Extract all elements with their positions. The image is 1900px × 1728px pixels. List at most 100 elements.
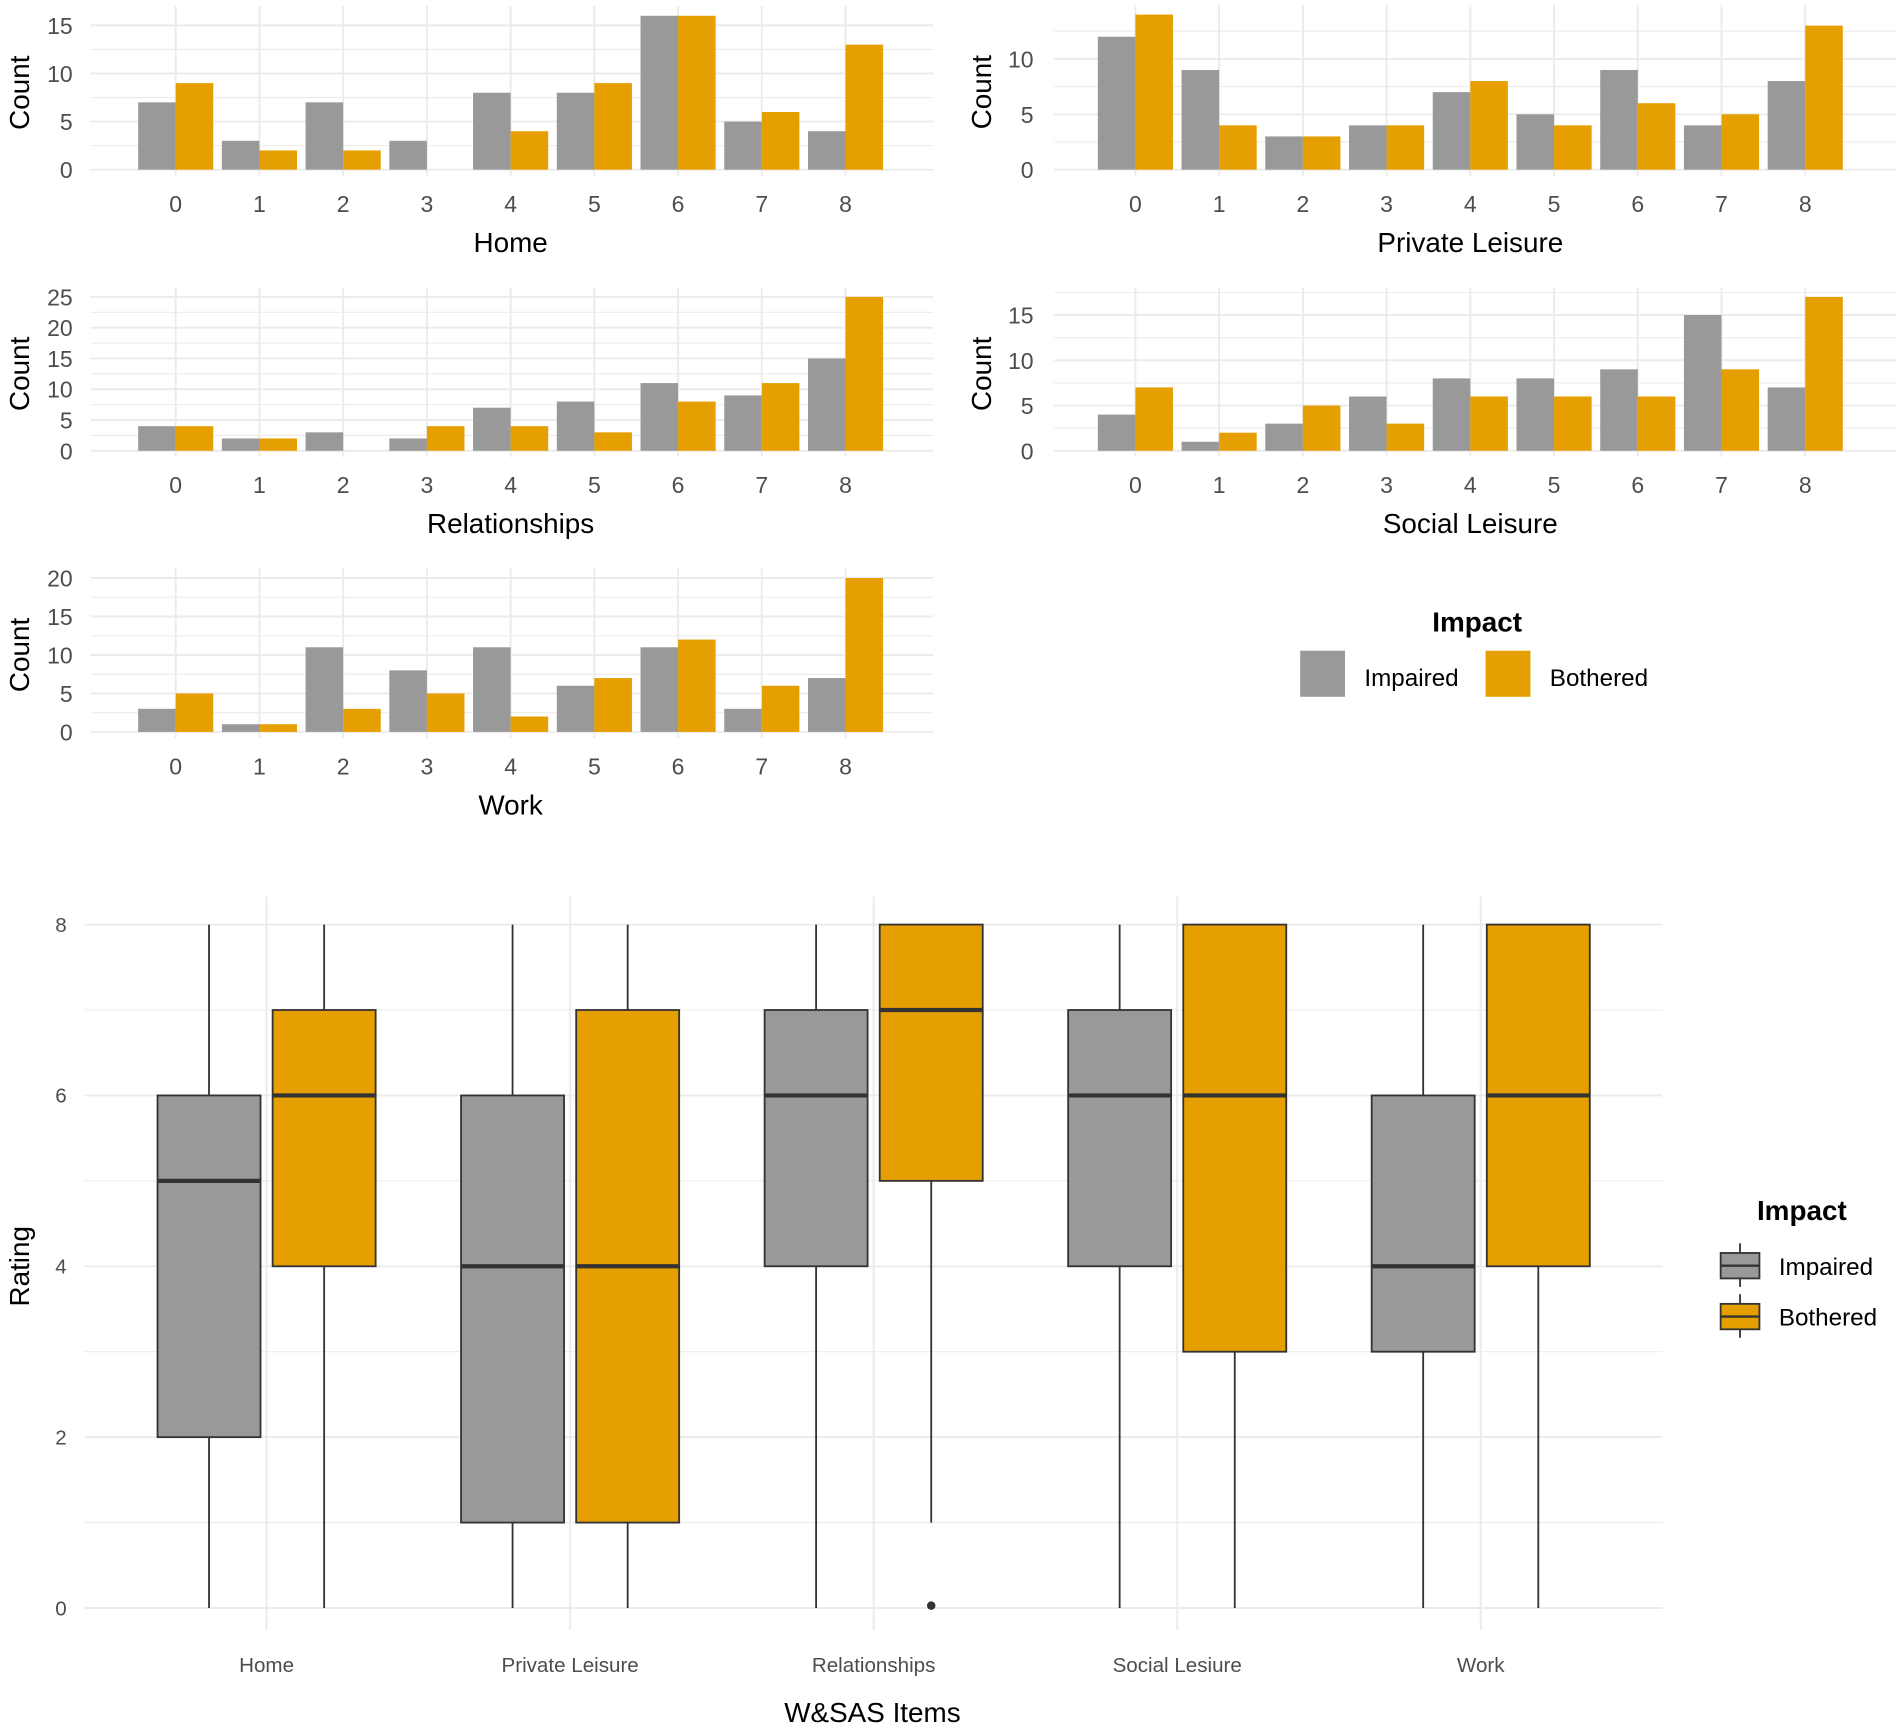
box-bothered: [1182, 923, 1288, 1609]
outlier-point: [926, 1601, 936, 1610]
y-tick-label: 5: [60, 408, 73, 434]
bar-impaired: [640, 383, 679, 451]
x-tick-label: 6: [1631, 472, 1644, 498]
bar-impaired: [556, 401, 595, 451]
x-tick-label: 1: [1213, 191, 1226, 217]
y-tick-label: 10: [47, 642, 73, 668]
bar-bothered: [678, 401, 716, 451]
box-iqr: [156, 1094, 262, 1439]
bar-impaired: [1516, 114, 1555, 170]
x-tick-label: 6: [672, 472, 685, 498]
box-iqr: [1067, 1009, 1173, 1268]
legend-label-bothered: Bothered: [1550, 665, 1648, 692]
x-tick-label: 6: [1631, 191, 1644, 217]
x-tick-label: Home: [239, 1654, 294, 1677]
legend-title: Impact: [1757, 1195, 1847, 1226]
bar-impaired: [305, 102, 344, 170]
legend-swatch-bothered: [1485, 650, 1531, 697]
bar-impaired: [807, 358, 846, 451]
y-tick-label: 0: [1021, 438, 1034, 464]
legend-title: Impact: [1432, 606, 1522, 637]
x-tick-label: 0: [1129, 191, 1142, 217]
bar-bothered: [175, 426, 214, 451]
y-tick-label: 5: [1021, 102, 1034, 128]
box-impaired: [763, 924, 869, 1609]
y-tick-label: 10: [1008, 348, 1034, 374]
y-tick-label: 20: [47, 315, 73, 341]
bar-bothered: [1386, 125, 1425, 170]
y-tick-label: 0: [1021, 157, 1034, 183]
bar-impaired: [1767, 387, 1806, 451]
bar-bothered: [1721, 114, 1760, 170]
x-tick-label: 2: [1296, 191, 1309, 217]
bar-bothered: [510, 131, 549, 170]
x-tick-label: 8: [839, 472, 852, 498]
box-impaired: [1067, 924, 1173, 1609]
bar-impaired: [1683, 315, 1722, 451]
x-tick-label: 4: [504, 191, 517, 217]
y-tick-label: 5: [60, 109, 73, 135]
box-bothered: [271, 924, 377, 1609]
x-tick-label: 2: [1296, 472, 1309, 498]
bar-panel-home: 0 1 2 3 4 5 6 7 8 0 5 10 15 Home Count: [4, 6, 934, 258]
bar-impaired: [724, 708, 762, 732]
bar-impaired: [1097, 414, 1136, 451]
x-tick-label: 6: [672, 191, 685, 217]
y-tick-label: 10: [1008, 46, 1034, 72]
bar-impaired: [473, 92, 511, 170]
bar-bothered: [1554, 396, 1592, 451]
x-tick-label: 2: [337, 472, 350, 498]
bar-impaired: [1097, 36, 1136, 170]
bar-bothered: [343, 150, 381, 170]
bar-bothered: [1470, 81, 1508, 170]
bar-bothered: [594, 432, 632, 451]
y-tick-label: 2: [55, 1426, 66, 1449]
bar-bothered: [761, 111, 800, 170]
bar-impaired: [138, 708, 176, 732]
bar-bothered: [1219, 432, 1257, 451]
bar-bothered: [259, 438, 297, 451]
bar-bothered: [175, 693, 214, 732]
bar-impaired: [221, 438, 260, 451]
bar-impaired: [640, 15, 679, 170]
x-tick-label: 8: [839, 753, 852, 779]
x-tick-label: 5: [1548, 472, 1561, 498]
legend-top: Impact Impaired Bothered: [1300, 606, 1648, 697]
bar-impaired: [221, 724, 260, 732]
box-impaired: [1370, 924, 1476, 1609]
bar-impaired: [1432, 92, 1471, 170]
x-tick-label: 1: [1213, 472, 1226, 498]
x-tick-label: 3: [1380, 191, 1393, 217]
bar-impaired: [1181, 69, 1220, 170]
x-tick-label: 8: [1799, 191, 1812, 217]
y-axis-title: Count: [966, 336, 997, 411]
x-tick-label: 4: [1464, 191, 1477, 217]
y-tick-label: 15: [47, 13, 73, 39]
x-tick-label: 5: [1548, 191, 1561, 217]
x-tick-label: 3: [420, 753, 433, 779]
legend-label-impaired: Impaired: [1779, 1254, 1873, 1281]
x-tick-label: Social Lesiure: [1113, 1654, 1242, 1677]
x-tick-label: 3: [420, 191, 433, 217]
legend-label-bothered: Bothered: [1779, 1305, 1877, 1332]
x-tick-label: 2: [337, 753, 350, 779]
bar-bothered: [845, 44, 884, 170]
bar-bothered: [259, 724, 297, 732]
x-tick-label: 8: [839, 191, 852, 217]
y-tick-label: 20: [47, 566, 73, 592]
bar-impaired: [138, 426, 176, 451]
bar-bothered: [1805, 296, 1843, 451]
bar-impaired: [1600, 69, 1638, 170]
bar-impaired: [473, 647, 511, 732]
y-tick-label: 0: [60, 719, 73, 745]
y-tick-label: 10: [47, 61, 73, 87]
x-axis-title: Home: [473, 227, 547, 258]
bar-impaired: [807, 678, 846, 732]
bar-panel-relationships: 0 1 2 3 4 5 6 7 8 0 5 10 15 20 25 Relationships Count: [4, 284, 934, 539]
bar-impaired: [305, 432, 344, 451]
bar-impaired: [1181, 441, 1220, 451]
x-tick-label: 5: [588, 191, 601, 217]
legend-key-impaired: [1719, 1243, 1761, 1287]
